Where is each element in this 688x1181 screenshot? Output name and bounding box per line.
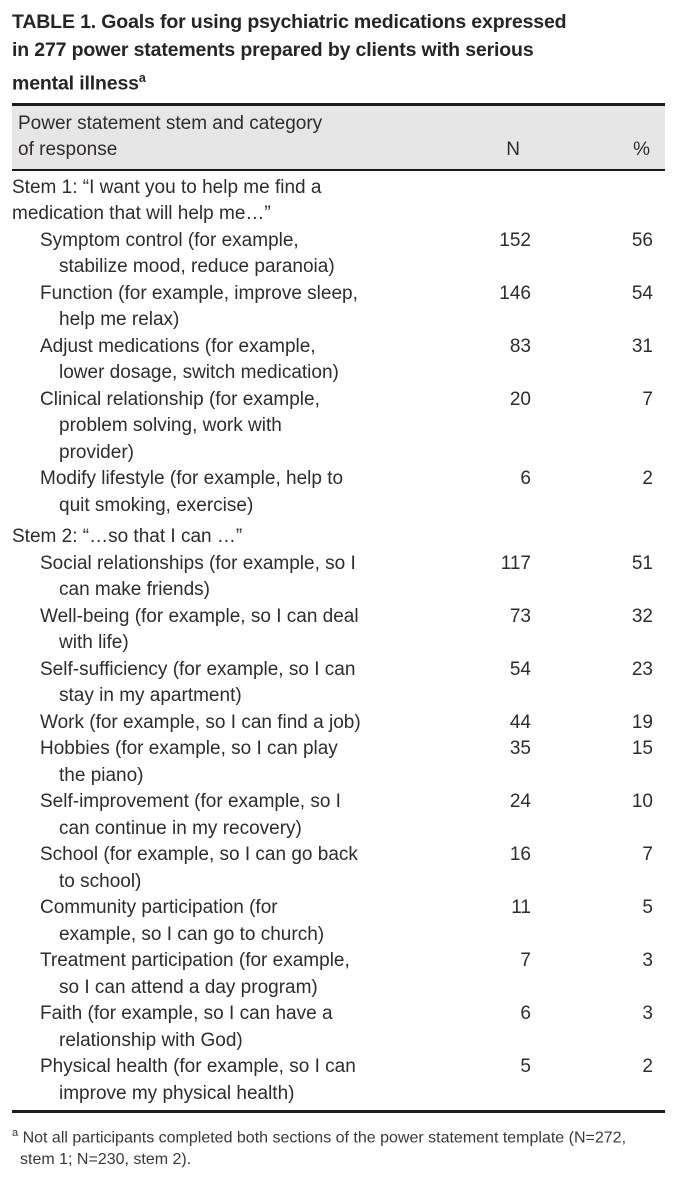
table: Power statement stem and category of resp… — [12, 102, 665, 1113]
category-cell: Work (for example, so I can find a job) — [40, 711, 361, 733]
table-row: School (for example, so I can go back to … — [12, 842, 665, 895]
table-title: TABLE 1. Goals for using psychiatric med… — [12, 8, 665, 98]
n-value: 73 — [509, 605, 531, 627]
footnote-text: Not all participants completed both sect… — [20, 1129, 627, 1169]
n-value: 152 — [499, 229, 531, 251]
n-value: 20 — [509, 388, 531, 410]
n-value: 16 — [509, 844, 531, 865]
table-bottom-rule — [12, 1110, 665, 1113]
pct-value: 2 — [642, 1056, 653, 1077]
table-title-text: TABLE 1. Goals for using psychiatric med… — [12, 11, 567, 95]
pct-value: 5 — [642, 897, 653, 918]
header-category-column: Power statement stem and category of resp… — [18, 112, 323, 160]
table-footnote: a Not all participants completed both se… — [12, 1122, 665, 1171]
category-cell: Well-being (for example, so I can deal wi… — [40, 605, 359, 654]
stem-section-1: Stem 1: “I want you to help me find a med… — [12, 175, 665, 520]
category-cell: Physical health (for example, so I can im… — [40, 1056, 356, 1104]
n-value: 44 — [509, 711, 531, 733]
category-cell: Clinical relationship (for example, probl… — [40, 388, 320, 463]
table-row: Self-sufficiency (for example, so I can s… — [12, 657, 665, 710]
pct-value: 23 — [631, 658, 653, 680]
n-value: 7 — [520, 950, 531, 971]
pct-value: 32 — [631, 605, 653, 627]
table-header-row: Power statement stem and category of resp… — [12, 105, 665, 171]
n-value: 146 — [499, 282, 531, 304]
stem-heading: Stem 2: “…so that I can …” — [12, 526, 243, 547]
n-value: 117 — [500, 552, 531, 574]
table-row: Hobbies (for example, so I can play the p… — [12, 736, 665, 789]
stem-section-2: Stem 2: “…so that I can …” Social relatio… — [12, 524, 665, 1107]
table-row: Well-being (for example, so I can deal wi… — [12, 604, 665, 657]
table-row: Function (for example, improve sleep, hel… — [12, 281, 665, 334]
category-cell: Faith (for example, so I can have a relat… — [40, 1003, 333, 1051]
pct-value: 7 — [642, 388, 653, 410]
pct-value: 19 — [631, 711, 653, 733]
table-row: Work (for example, so I can find a job) 4… — [12, 710, 665, 737]
category-cell: Function (for example, improve sleep, hel… — [40, 282, 358, 331]
title-footnote-marker: a — [138, 71, 146, 85]
pct-value: 51 — [631, 552, 653, 574]
category-cell: Treatment participation (for example, so … — [40, 950, 350, 998]
table-body: Stem 1: “I want you to help me find a med… — [12, 171, 665, 1108]
n-value: 35 — [509, 738, 531, 759]
category-cell: Adjust medications (for example, lower do… — [40, 335, 339, 384]
pct-value: 31 — [631, 335, 653, 357]
table-row: Treatment participation (for example, so … — [12, 948, 665, 1001]
table-row: Adjust medications (for example, lower do… — [12, 334, 665, 387]
pct-value: 10 — [631, 791, 653, 812]
n-value: 5 — [520, 1056, 531, 1077]
table-row: Faith (for example, so I can have a relat… — [12, 1001, 665, 1054]
footnote-marker: a — [12, 1127, 19, 1139]
category-cell: Community participation (for example, so … — [40, 897, 325, 945]
table-row: Modify lifestyle (for example, help to qu… — [12, 466, 665, 519]
stem-heading: Stem 1: “I want you to help me find a med… — [12, 176, 322, 225]
table-row: Clinical relationship (for example, probl… — [12, 387, 665, 467]
table-row: Physical health (for example, so I can im… — [12, 1054, 665, 1107]
n-value: 54 — [509, 658, 531, 680]
pct-value: 56 — [631, 229, 653, 251]
pct-value: 7 — [642, 844, 653, 865]
category-cell: Symptom control (for example, stabilize m… — [40, 229, 335, 278]
pct-value: 3 — [642, 950, 653, 971]
category-cell: School (for example, so I can go back to … — [40, 844, 358, 892]
n-value: 24 — [509, 791, 531, 812]
table-row: Symptom control (for example, stabilize m… — [12, 228, 665, 281]
pct-value: 3 — [642, 1003, 653, 1024]
pct-value: 54 — [631, 282, 653, 304]
pct-value: 2 — [642, 468, 653, 489]
n-value: 6 — [520, 468, 531, 489]
table-row: Community participation (for example, so … — [12, 895, 665, 948]
n-value: 6 — [520, 1003, 531, 1024]
header-n-column: N — [506, 138, 520, 160]
pct-value: 15 — [631, 738, 653, 759]
n-value: 83 — [509, 335, 531, 357]
header-pct-column: % — [633, 138, 650, 160]
category-cell: Modify lifestyle (for example, help to qu… — [40, 468, 344, 516]
category-cell: Self-sufficiency (for example, so I can s… — [40, 658, 356, 707]
n-value: 11 — [511, 897, 531, 918]
category-cell: Hobbies (for example, so I can play the p… — [40, 738, 338, 786]
